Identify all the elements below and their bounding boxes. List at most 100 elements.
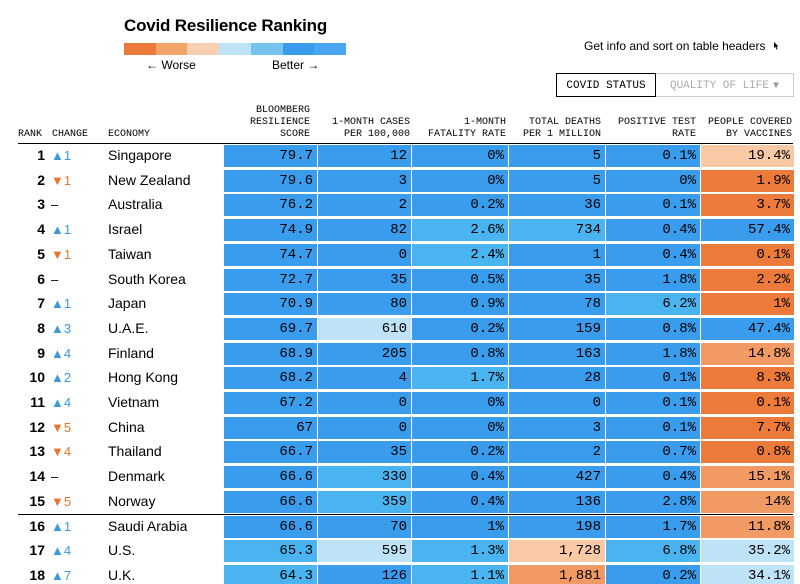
rank-cell: 11: [30, 394, 45, 410]
score-cell: 76.2: [224, 194, 317, 217]
vaccines-cell: 0.8%: [701, 441, 794, 464]
cases-cell: 0: [318, 243, 411, 266]
header-cases[interactable]: 1-MONTH CASES PER 100,000: [326, 105, 410, 141]
pointer-icon: [773, 42, 779, 50]
positive-cell: 0.4%: [606, 243, 700, 266]
change-cell: ▼4: [51, 444, 72, 460]
deaths-cell: 28: [509, 367, 605, 390]
header-total-deaths[interactable]: TOTAL DEATHS PER 1 MILLION: [513, 105, 601, 141]
fatality-cell: 0%: [412, 169, 508, 192]
deaths-cell: 163: [509, 342, 605, 365]
economy-cell: Japan: [108, 295, 147, 312]
economy-cell: Israel: [108, 221, 143, 238]
cases-cell: 2: [318, 194, 411, 217]
legend-swatch: [155, 43, 188, 55]
vaccines-cell: 1%: [701, 293, 794, 316]
rank-cell: 5: [37, 245, 45, 262]
positive-cell: 6.2%: [606, 293, 700, 316]
economy-cell: Vietnam: [108, 394, 160, 410]
header-economy[interactable]: ECONOMY: [108, 129, 151, 140]
score-cell: 66.7: [224, 441, 317, 464]
table-row: 7 ▲1 Japan 70.9 80 0.9% 78 6.2% 1%: [0, 292, 800, 316]
tab-covid-status[interactable]: COVID STATUS: [556, 73, 656, 97]
deaths-cell: 1,728: [509, 540, 605, 563]
fatality-cell: 0%: [412, 392, 508, 414]
sort-hint-text: Get info and sort on table headers: [584, 39, 766, 53]
positive-cell: 0.1%: [606, 145, 700, 167]
change-cell: ▲4: [51, 345, 72, 361]
change-cell: ▲1: [51, 222, 72, 238]
group-rule: [18, 514, 793, 515]
legend-swatch: [187, 43, 220, 55]
deaths-cell: 5: [509, 169, 605, 192]
economy-cell: Taiwan: [108, 245, 152, 262]
header-resilience-score[interactable]: BLOOMBERG RESILIENCE SCORE: [226, 105, 310, 141]
vaccines-cell: 8.3%: [701, 367, 794, 390]
vaccines-cell: 47.4%: [701, 317, 794, 340]
legend-swatch: [282, 43, 315, 55]
sort-hint: Get info and sort on table headers: [584, 39, 780, 53]
deaths-cell: 0: [509, 392, 605, 414]
economy-cell: Hong Kong: [108, 369, 179, 386]
header-cases-label: 1-MONTH CASES PER 100,000: [331, 117, 410, 140]
fatality-cell: 0.2%: [412, 194, 508, 217]
positive-cell: 1.8%: [606, 268, 700, 291]
cases-cell: 126: [318, 564, 411, 584]
legend-swatch: [124, 43, 156, 55]
header-positive-rate[interactable]: POSITIVE TEST RATE: [606, 105, 696, 141]
table-row: 17 ▲4 U.S. 65.3 595 1.3% 1,728 6.8% 35.2%: [0, 539, 800, 563]
table-row: 1 ▲1 Singapore 79.7 12 0% 5 0.1% 19.4%: [0, 144, 800, 167]
cases-cell: 12: [318, 145, 411, 167]
page-title: Covid Resilience Ranking: [124, 16, 328, 35]
fatality-cell: 0.9%: [412, 293, 508, 316]
deaths-cell: 1: [509, 243, 605, 266]
vaccines-cell: 2.2%: [701, 268, 794, 291]
cases-cell: 595: [318, 540, 411, 563]
rank-cell: 14: [29, 468, 45, 485]
table-row: 15 ▼5 Norway 66.6 359 0.4% 136 2.8% 14%: [0, 490, 800, 513]
tab-quality-of-life[interactable]: QUALITY OF LIFE ▼: [656, 73, 794, 97]
header-rank[interactable]: RANK: [18, 129, 43, 140]
score-cell: 67.2: [224, 392, 317, 414]
header-change[interactable]: CHANGE: [52, 129, 89, 140]
legend-swatch: [219, 43, 251, 55]
header-fatality-label: 1-MONTH FATALITY RATE: [427, 117, 506, 140]
deaths-cell: 1,881: [509, 564, 605, 584]
cases-cell: 359: [318, 490, 411, 513]
positive-cell: 0.8%: [606, 317, 700, 340]
score-cell: 67: [224, 416, 317, 439]
fatality-cell: 2.6%: [412, 219, 508, 242]
score-cell: 74.7: [224, 243, 317, 266]
score-cell: 66.6: [224, 490, 317, 513]
change-cell: ▲3: [51, 320, 72, 336]
deaths-cell: 2: [509, 441, 605, 464]
rank-cell: 1: [37, 147, 45, 163]
score-cell: 72.7: [224, 268, 317, 291]
change-cell: ▼5: [51, 419, 72, 435]
rank-cell: 2: [37, 171, 45, 188]
header-fatality[interactable]: 1-MONTH FATALITY RATE: [418, 105, 506, 141]
table-row: 18 ▲7 U.K. 64.3 126 1.1% 1,881 0.2% 34.1%: [0, 564, 800, 584]
vaccines-cell: 34.1%: [701, 564, 794, 584]
score-cell: 74.9: [224, 219, 317, 242]
score-cell: 79.7: [224, 145, 317, 167]
positive-cell: 2.8%: [606, 490, 700, 513]
rank-cell: 15: [29, 492, 45, 509]
change-cell: –: [51, 469, 59, 485]
header-rule: [18, 143, 793, 144]
vaccines-cell: 15.1%: [701, 466, 794, 489]
rank-cell: 12: [29, 418, 45, 435]
table-row: 6– South Korea 72.7 35 0.5% 35 1.8% 2.2%: [0, 268, 800, 291]
table-row: 16 ▲1 Saudi Arabia 66.6 70 1% 198 1.7% 11.8%: [0, 515, 800, 538]
header-positive-rate-label: POSITIVE TEST RATE: [617, 117, 696, 140]
deaths-cell: 136: [509, 490, 605, 513]
legend-swatch: [250, 43, 283, 55]
positive-cell: 6.8%: [606, 540, 700, 563]
positive-cell: 0.2%: [606, 564, 700, 584]
header-vaccines[interactable]: PEOPLE COVERED BY VACCINES: [702, 105, 792, 141]
fatality-cell: 0.5%: [412, 268, 508, 291]
economy-cell: South Korea: [108, 270, 186, 287]
deaths-cell: 5: [509, 145, 605, 167]
positive-cell: 0.1%: [606, 194, 700, 217]
table-row: 4 ▲1 Israel 74.9 82 2.6% 734 0.4% 57.4%: [0, 218, 800, 242]
